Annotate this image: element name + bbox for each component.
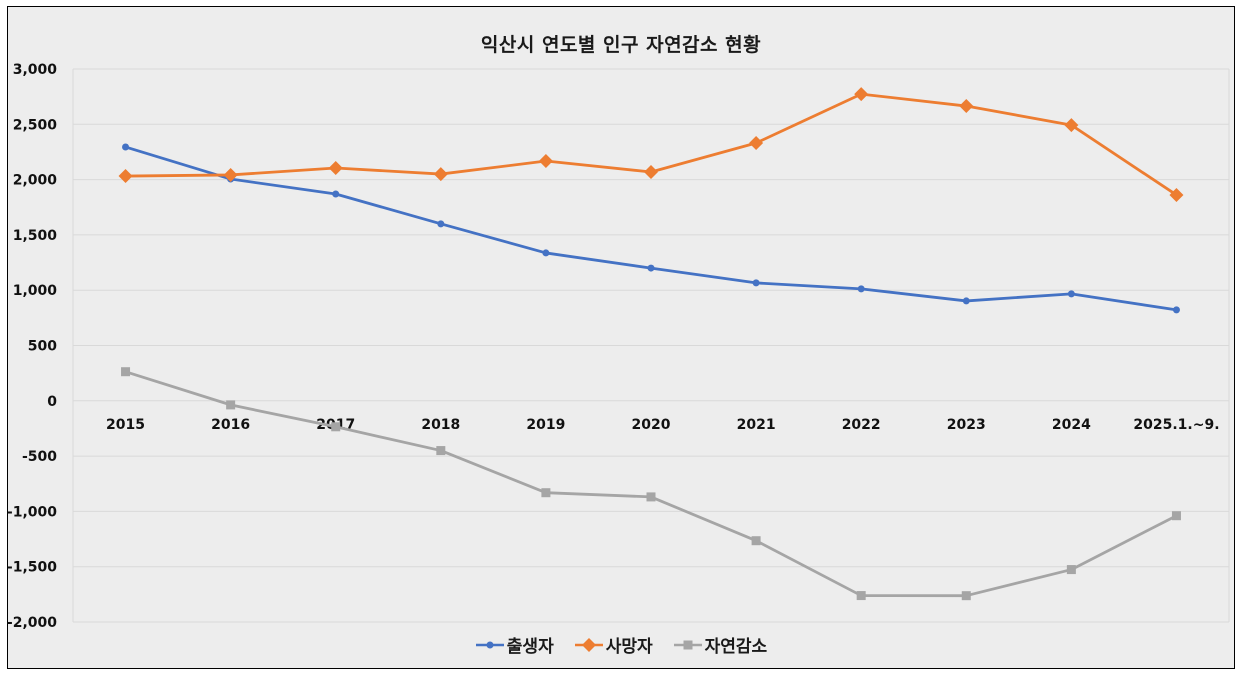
x-tick-label: 2022 xyxy=(842,417,881,433)
chart-title: 익산시 연도별 인구 자연감소 현황 xyxy=(480,34,762,56)
y-tick-label: 3,000 xyxy=(13,62,58,78)
y-axis-ticks: 3,000 2,500 2,000 1,500 1,000 500 0 -500 -1,000 -… xyxy=(7,62,57,631)
data-point-square xyxy=(121,367,131,377)
data-point-square xyxy=(1066,565,1076,575)
data-point-diamond xyxy=(854,87,869,102)
series-1 xyxy=(118,87,1184,202)
x-tick-label: 2024 xyxy=(1052,417,1091,433)
data-point-circle xyxy=(122,143,130,151)
x-tick-label: 2020 xyxy=(632,417,671,433)
y-tick-label: 1,500 xyxy=(13,228,58,244)
legend-marker xyxy=(683,640,693,649)
data-point-diamond xyxy=(538,154,553,169)
legend-marker xyxy=(581,637,596,652)
series-lines xyxy=(118,87,1184,601)
legend-item: 사망자 xyxy=(574,632,653,657)
x-tick-label: 2021 xyxy=(737,417,776,433)
x-tick-label: 2025.1.~9. xyxy=(1133,417,1219,433)
y-tick-label: 1,000 xyxy=(13,283,58,299)
legend-square-icon xyxy=(673,640,702,649)
data-point-circle xyxy=(857,285,865,293)
data-point-circle xyxy=(542,249,550,257)
data-point-circle xyxy=(1172,306,1180,314)
legend-label: 사망자 xyxy=(605,637,653,657)
data-point-diamond xyxy=(644,164,658,179)
legend-label: 출생자 xyxy=(506,637,554,657)
data-point-square xyxy=(1171,511,1181,521)
data-point-diamond xyxy=(959,99,974,114)
x-tick-label: 2023 xyxy=(947,417,986,433)
legend-item: 자연감소 xyxy=(673,632,768,657)
legend-diamond-icon xyxy=(574,637,603,652)
x-axis-ticks: 2015201620172018201920202021202220232024… xyxy=(106,417,1219,433)
legend-circle-icon xyxy=(475,641,504,648)
series-line-2 xyxy=(125,370,1178,598)
y-tick-label: 2,000 xyxy=(13,173,58,189)
legend-item: 출생자 xyxy=(475,632,554,657)
data-point-square xyxy=(331,422,341,432)
y-tick-label: 0 xyxy=(47,394,57,410)
data-point-square xyxy=(961,591,971,601)
y-tick-label: -2,000 xyxy=(7,615,57,631)
series-0 xyxy=(122,143,1180,314)
data-point-square xyxy=(436,446,446,456)
data-point-circle xyxy=(647,264,655,272)
x-tick-label: 2018 xyxy=(421,417,460,433)
data-point-diamond xyxy=(118,169,133,184)
series-2 xyxy=(121,367,1181,601)
data-point-circle xyxy=(437,220,445,228)
data-point-diamond xyxy=(1169,187,1184,202)
legend-marker xyxy=(486,641,494,648)
data-point-square xyxy=(856,591,866,601)
data-point-circle xyxy=(1067,290,1075,298)
y-tick-label: 500 xyxy=(28,339,57,355)
y-tick-label: -1,000 xyxy=(7,504,57,520)
legend-label: 자연감소 xyxy=(704,637,768,657)
data-point-diamond xyxy=(433,167,448,182)
data-point-diamond xyxy=(1064,118,1079,133)
y-tick-label: -1,500 xyxy=(7,560,57,576)
data-point-square xyxy=(751,536,761,546)
y-tick-label: -500 xyxy=(22,449,57,465)
x-tick-label: 2019 xyxy=(526,417,565,433)
legend: 출생자 사망자 자연감소 xyxy=(0,632,1242,657)
y-tick-label: 2,500 xyxy=(13,117,58,133)
data-point-diamond xyxy=(223,167,238,182)
data-point-circle xyxy=(752,279,760,287)
data-point-circle xyxy=(962,297,970,305)
data-point-square xyxy=(646,492,656,502)
data-point-square xyxy=(226,400,236,410)
x-tick-label: 2016 xyxy=(211,417,250,433)
data-point-diamond xyxy=(328,160,343,175)
data-point-diamond xyxy=(749,135,764,150)
data-point-circle xyxy=(332,190,340,198)
x-tick-label: 2015 xyxy=(106,417,145,433)
data-point-square xyxy=(541,488,551,498)
gridlines xyxy=(72,68,1230,623)
